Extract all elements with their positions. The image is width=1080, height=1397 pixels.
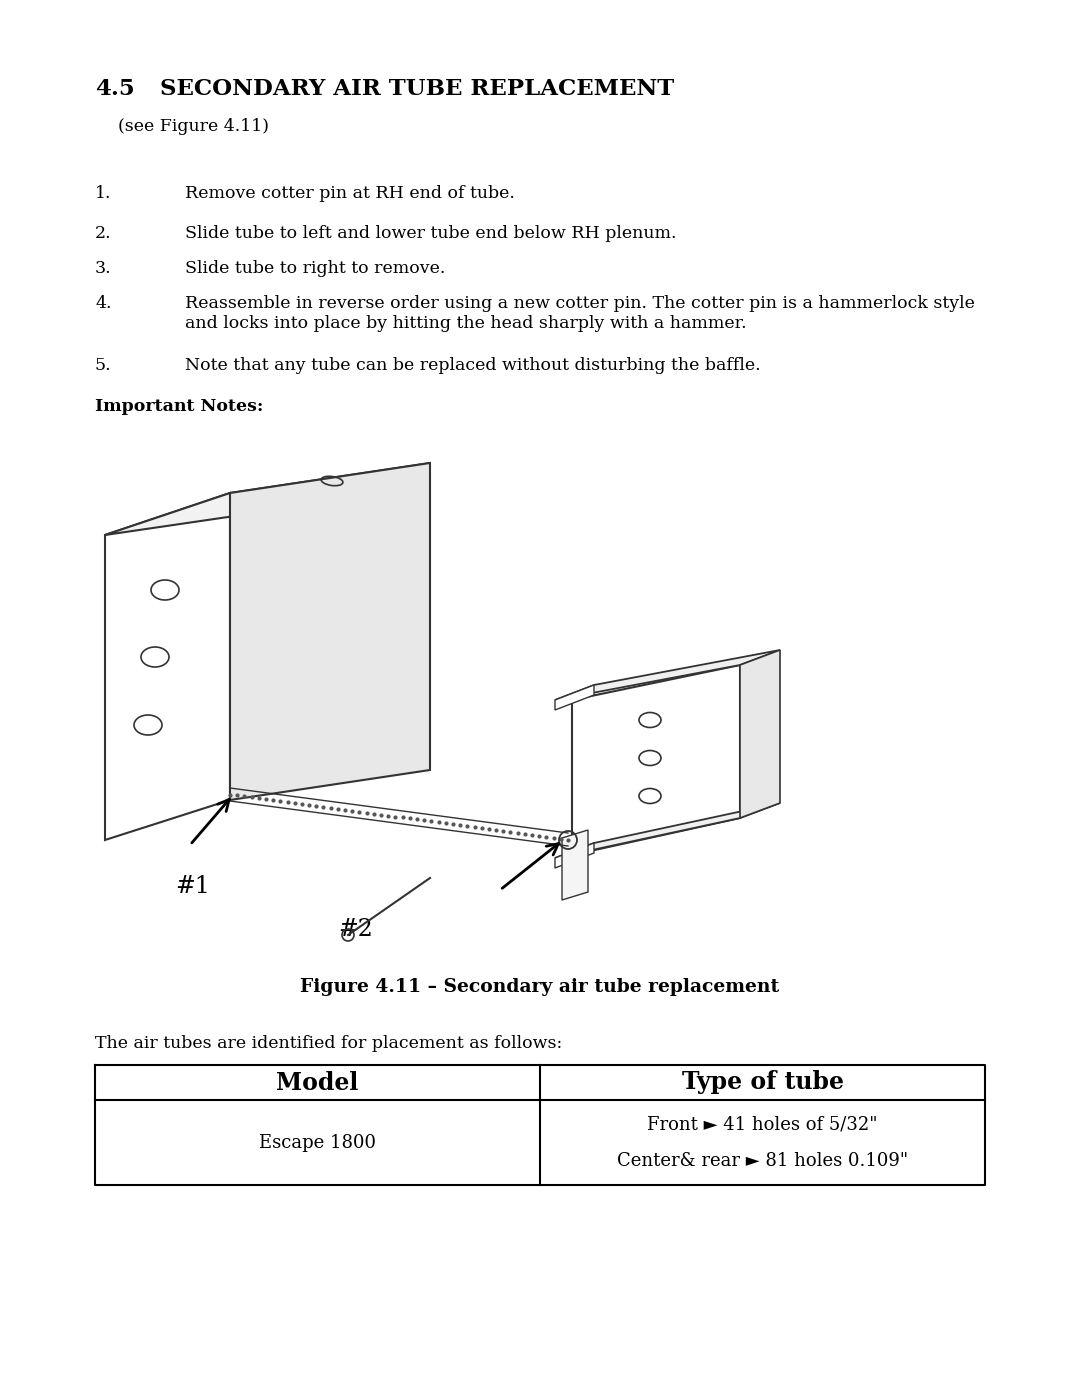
Text: 5.: 5.	[95, 358, 111, 374]
Text: Important Notes:: Important Notes:	[95, 398, 264, 415]
Polygon shape	[572, 665, 740, 855]
Polygon shape	[105, 462, 430, 535]
Text: Center& rear ► 81 holes 0.109": Center& rear ► 81 holes 0.109"	[617, 1151, 908, 1169]
Polygon shape	[555, 842, 594, 868]
Text: Escape 1800: Escape 1800	[259, 1133, 376, 1151]
Text: 3.: 3.	[95, 260, 111, 277]
Polygon shape	[555, 803, 780, 858]
Text: Front ► 41 holes of 5/32": Front ► 41 holes of 5/32"	[647, 1115, 878, 1133]
Text: Note that any tube can be replaced without disturbing the baffle.: Note that any tube can be replaced witho…	[185, 358, 760, 374]
Polygon shape	[562, 830, 588, 900]
Text: Figure 4.11 – Secondary air tube replacement: Figure 4.11 – Secondary air tube replace…	[300, 978, 780, 996]
Text: 4.: 4.	[95, 295, 111, 312]
Text: Slide tube to left and lower tube end below RH plenum.: Slide tube to left and lower tube end be…	[185, 225, 676, 242]
Text: Model: Model	[276, 1070, 359, 1094]
Polygon shape	[230, 462, 430, 800]
Text: (see Figure 4.11): (see Figure 4.11)	[118, 117, 269, 136]
Polygon shape	[105, 493, 230, 840]
Text: Remove cotter pin at RH end of tube.: Remove cotter pin at RH end of tube.	[185, 184, 515, 203]
Text: Type of tube: Type of tube	[681, 1070, 843, 1094]
Polygon shape	[555, 685, 594, 710]
Text: #2: #2	[338, 918, 373, 942]
Text: SECONDARY AIR TUBE REPLACEMENT: SECONDARY AIR TUBE REPLACEMENT	[160, 78, 674, 101]
Polygon shape	[740, 650, 780, 819]
Polygon shape	[555, 650, 780, 700]
Text: 1.: 1.	[95, 184, 111, 203]
Text: Slide tube to right to remove.: Slide tube to right to remove.	[185, 260, 445, 277]
Text: Reassemble in reverse order using a new cotter pin. The cotter pin is a hammerlo: Reassemble in reverse order using a new …	[185, 295, 975, 312]
Text: and locks into place by hitting the head sharply with a hammer.: and locks into place by hitting the head…	[185, 314, 746, 332]
Text: #1: #1	[175, 875, 210, 898]
Text: 2.: 2.	[95, 225, 111, 242]
Text: 4.5: 4.5	[95, 78, 135, 101]
Text: The air tubes are identified for placement as follows:: The air tubes are identified for placeme…	[95, 1035, 563, 1052]
